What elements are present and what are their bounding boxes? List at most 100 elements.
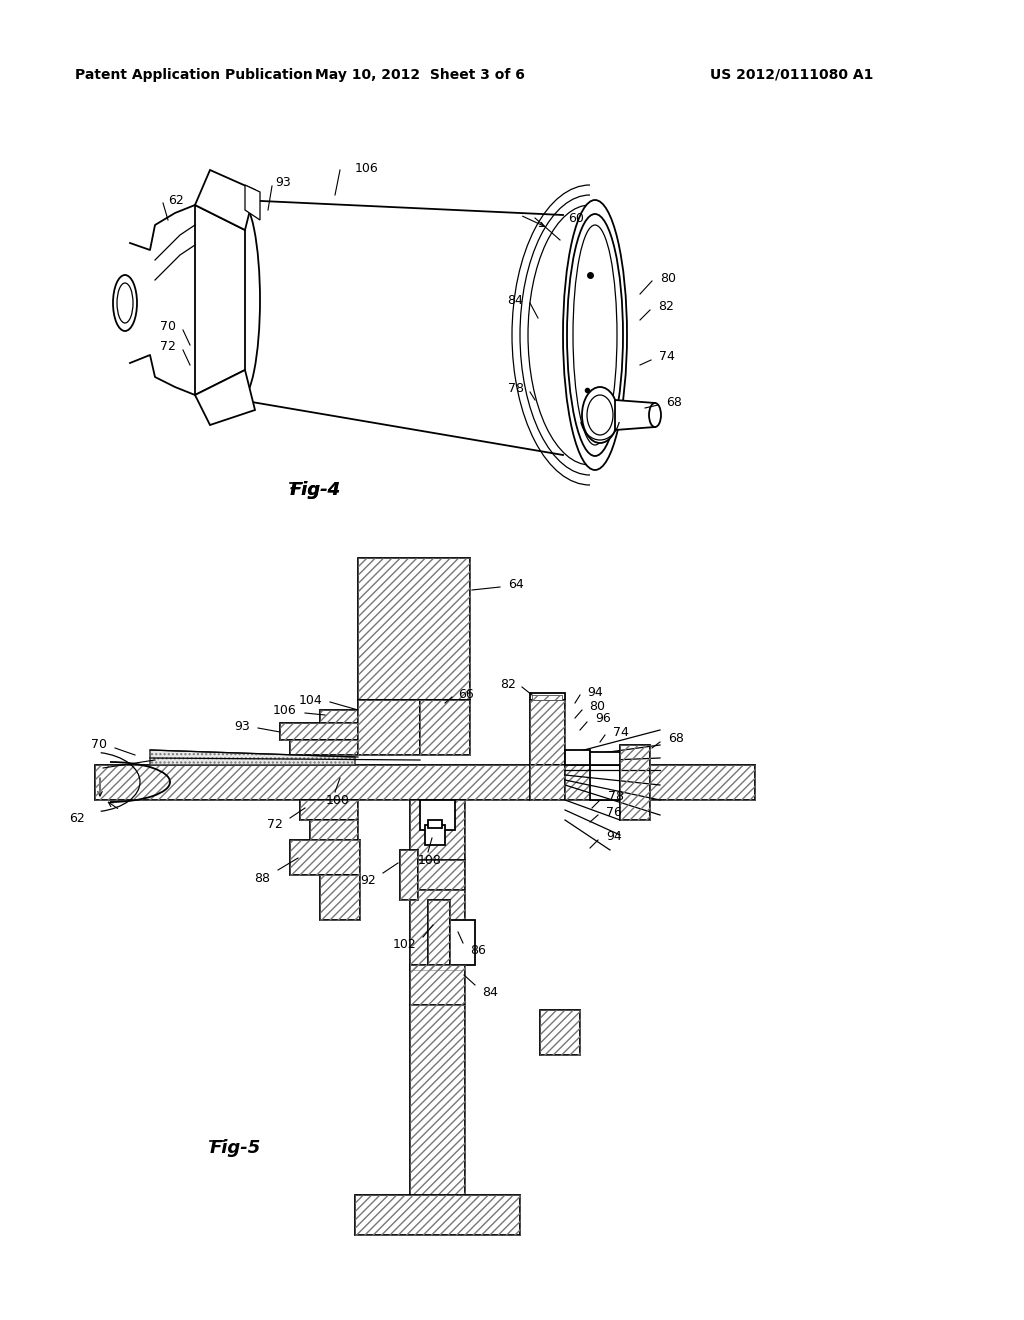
Text: 88: 88: [254, 871, 270, 884]
Bar: [290, 741, 358, 755]
Bar: [95, 766, 755, 800]
Bar: [300, 800, 358, 820]
Bar: [319, 875, 360, 920]
Text: 100: 100: [326, 793, 350, 807]
Bar: [290, 840, 360, 875]
Text: 68: 68: [668, 733, 684, 746]
Text: 62: 62: [168, 194, 183, 206]
Bar: [355, 1195, 520, 1236]
Bar: [410, 800, 465, 970]
Bar: [280, 723, 358, 741]
Polygon shape: [615, 400, 655, 430]
Bar: [319, 710, 358, 723]
Bar: [300, 800, 358, 820]
Ellipse shape: [649, 403, 662, 426]
Text: May 10, 2012  Sheet 3 of 6: May 10, 2012 Sheet 3 of 6: [315, 69, 525, 82]
Text: 102: 102: [392, 939, 416, 952]
Ellipse shape: [563, 201, 627, 470]
Text: 84: 84: [507, 293, 523, 306]
Bar: [530, 766, 565, 800]
Bar: [95, 766, 755, 800]
Bar: [410, 1005, 465, 1230]
Polygon shape: [195, 370, 255, 425]
Text: 93: 93: [275, 177, 291, 190]
Text: 76: 76: [606, 805, 622, 818]
Ellipse shape: [587, 395, 613, 436]
Text: 80: 80: [589, 701, 605, 714]
Bar: [400, 850, 418, 900]
Bar: [530, 693, 565, 700]
Text: 68: 68: [666, 396, 682, 409]
Bar: [620, 744, 650, 820]
Bar: [590, 752, 620, 766]
Bar: [540, 1010, 580, 1055]
Bar: [290, 741, 358, 755]
Ellipse shape: [113, 275, 137, 331]
Text: 82: 82: [500, 678, 516, 692]
Text: 60: 60: [568, 211, 584, 224]
Bar: [540, 1010, 580, 1055]
Text: 74: 74: [659, 351, 675, 363]
Ellipse shape: [582, 387, 618, 444]
Text: 82: 82: [658, 301, 674, 314]
Bar: [530, 700, 565, 766]
Bar: [410, 965, 465, 1005]
Bar: [310, 820, 358, 840]
Text: 70: 70: [91, 738, 106, 751]
Bar: [530, 766, 565, 800]
Bar: [319, 710, 358, 723]
Bar: [355, 1195, 520, 1236]
Bar: [428, 900, 450, 965]
Text: 74: 74: [613, 726, 629, 738]
Polygon shape: [245, 185, 260, 220]
Text: 106: 106: [272, 705, 296, 718]
Bar: [428, 820, 442, 828]
Bar: [425, 825, 445, 845]
Text: 94: 94: [587, 685, 603, 698]
Text: 64: 64: [508, 578, 523, 591]
Text: 106: 106: [355, 161, 379, 174]
Bar: [358, 700, 420, 755]
Text: 78: 78: [508, 383, 524, 396]
Bar: [532, 696, 562, 700]
Bar: [410, 965, 465, 1005]
Bar: [358, 700, 420, 755]
Bar: [565, 750, 590, 766]
Polygon shape: [240, 201, 563, 455]
Bar: [530, 700, 565, 766]
Text: 78: 78: [608, 791, 624, 804]
Bar: [358, 558, 470, 700]
Bar: [310, 820, 358, 840]
Bar: [358, 558, 470, 700]
Text: 92: 92: [360, 874, 376, 887]
Bar: [280, 723, 358, 741]
Text: 93: 93: [234, 719, 250, 733]
Bar: [450, 920, 475, 965]
Text: 72: 72: [160, 341, 176, 354]
Bar: [418, 861, 465, 890]
Text: Fig-5: Fig-5: [210, 1139, 261, 1158]
Bar: [410, 1005, 465, 1230]
Text: Fig-4: Fig-4: [290, 480, 341, 499]
Text: 104: 104: [298, 693, 322, 706]
Bar: [420, 700, 470, 755]
Text: 72: 72: [267, 818, 283, 832]
Text: 70: 70: [160, 321, 176, 334]
Bar: [400, 850, 418, 900]
Bar: [590, 766, 620, 800]
Text: 94: 94: [606, 830, 622, 843]
Bar: [420, 800, 455, 830]
Text: 96: 96: [595, 713, 610, 726]
Bar: [428, 900, 450, 965]
Text: Ғig-4: Ғig-4: [290, 480, 341, 499]
Text: 66: 66: [458, 689, 474, 701]
Text: 80: 80: [660, 272, 676, 285]
Polygon shape: [195, 205, 245, 395]
Bar: [532, 696, 562, 700]
Bar: [290, 840, 360, 875]
Text: 84: 84: [482, 986, 498, 998]
Text: Patent Application Publication: Patent Application Publication: [75, 69, 312, 82]
Bar: [319, 875, 360, 920]
Text: 62: 62: [70, 812, 85, 825]
Polygon shape: [150, 750, 355, 766]
